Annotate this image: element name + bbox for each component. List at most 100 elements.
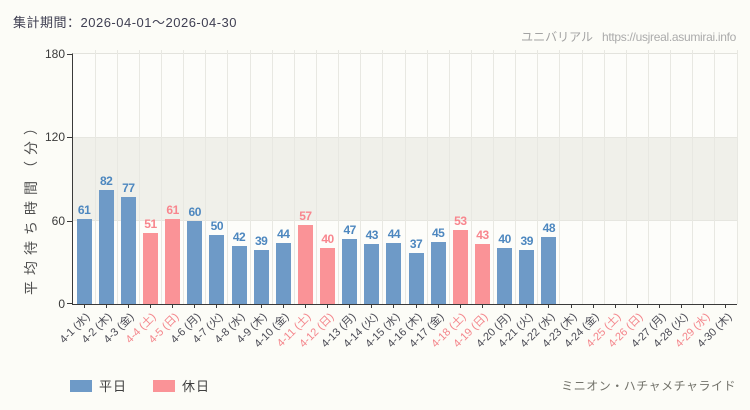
bar-4-22[interactable] (541, 237, 557, 304)
bar-value-label: 48 (542, 221, 556, 236)
aggregation-period-label: 集計期間：2026-04-01～2026-04-30 (13, 15, 237, 30)
bar-value-label: 60 (188, 204, 202, 219)
bar-4-20[interactable] (497, 248, 513, 304)
legend-label-holiday: 休日 (182, 379, 211, 394)
gridline (537, 50, 539, 304)
plot-area: 0 60 120 180 4-1 (水) 4-2 (木) 4-3 (金) 4-4 (土) 4-5… (45, 47, 738, 350)
bar-value-label: 50 (210, 218, 224, 233)
x-axis-tick (216, 304, 218, 308)
attraction-name: ミニオン・ハチャメチャライド (561, 379, 736, 393)
y-tick-label: 0 (58, 297, 65, 311)
gridline (736, 50, 738, 304)
bar-4-6[interactable] (187, 220, 203, 304)
chart-legend: 平日 休日 (70, 376, 210, 395)
x-axis-tick (504, 304, 506, 308)
x-axis-tick (681, 304, 683, 308)
gridline (183, 50, 185, 304)
bar-4-7[interactable] (209, 234, 225, 304)
x-axis-tick (172, 304, 174, 308)
bar-4-12[interactable] (320, 248, 336, 304)
legend-item-weekday[interactable]: 平日 (70, 376, 127, 395)
x-axis-tick (282, 304, 284, 308)
bar-4-19[interactable] (474, 244, 490, 304)
bar-4-1[interactable] (76, 219, 92, 304)
gridline (338, 50, 340, 304)
x-axis-tick (304, 304, 306, 308)
bar-value-label: 53 (454, 214, 467, 229)
gridline (647, 50, 649, 304)
bar-value-label: 37 (409, 236, 423, 251)
bar-4-2[interactable] (98, 190, 114, 304)
y-axis-tick (67, 54, 73, 55)
bar-4-18[interactable] (452, 230, 468, 304)
x-axis-tick (703, 304, 705, 308)
gridline (205, 50, 207, 304)
bar-4-10[interactable] (275, 242, 291, 304)
bar-4-5[interactable] (165, 219, 181, 304)
bar-value-label: 47 (343, 222, 356, 237)
site-url-link[interactable]: https://usjreal.asumirai.info (601, 30, 736, 44)
holiday-color-swatch (153, 379, 176, 392)
bar-value-label: 40 (321, 232, 334, 247)
bar-value-label: 44 (277, 226, 290, 241)
bar-value-label: 39 (520, 233, 534, 248)
gridline (692, 50, 694, 304)
x-axis-tick (260, 304, 262, 308)
gridline (515, 50, 517, 304)
gridline (404, 50, 406, 304)
bar-value-label: 40 (498, 232, 511, 247)
gridline (426, 50, 428, 304)
bar-value-label: 45 (432, 225, 445, 240)
x-axis-tick (570, 304, 572, 308)
gridline (94, 50, 96, 304)
bar-value-label: 61 (77, 203, 91, 218)
bar-value-label: 44 (387, 226, 401, 241)
y-tick-label: 60 (51, 213, 65, 228)
x-axis-tick (238, 304, 240, 308)
x-axis-tick (459, 304, 461, 308)
site-attribution: ユニバリアル https://usjreal.asumirai.info (521, 28, 736, 45)
bar-4-15[interactable] (386, 242, 402, 304)
x-axis-tick (725, 304, 727, 308)
x-axis-tick (437, 304, 439, 308)
gridline (249, 50, 251, 304)
bar-4-13[interactable] (342, 238, 358, 304)
x-axis-tick (327, 304, 329, 308)
gridline (559, 50, 561, 304)
bar-value-label: 43 (365, 228, 379, 243)
x-axis-tick (415, 304, 417, 308)
gridline (293, 50, 295, 304)
gridline (625, 50, 627, 304)
x-axis-tick (149, 304, 151, 308)
bar-4-4[interactable] (142, 233, 158, 304)
x-axis-tick (592, 304, 594, 308)
bar-4-21[interactable] (519, 249, 535, 304)
gridline (138, 50, 140, 304)
x-axis-tick (526, 304, 528, 308)
bar-4-17[interactable] (430, 241, 446, 304)
bar-4-3[interactable] (120, 197, 136, 304)
bar-4-8[interactable] (231, 245, 247, 304)
y-axis-tick (67, 220, 73, 222)
bar-4-9[interactable] (253, 249, 269, 304)
x-axis-tick (83, 304, 85, 308)
x-axis-tick (371, 304, 373, 308)
bar-4-11[interactable] (297, 224, 313, 304)
bar-4-14[interactable] (364, 244, 380, 304)
gridline (271, 50, 273, 304)
gridline (493, 50, 495, 304)
bar-4-16[interactable] (408, 252, 424, 304)
bar-value-label: 39 (254, 233, 268, 248)
x-axis-tick (481, 304, 483, 308)
legend-item-holiday[interactable]: 休日 (153, 376, 210, 395)
x-axis-tick (636, 304, 638, 308)
bar-value-label: 61 (166, 203, 179, 218)
x-axis-tick (659, 304, 661, 308)
bar-value-label: 51 (144, 217, 157, 232)
x-axis-tick (393, 304, 395, 308)
bar-value-label: 57 (299, 208, 312, 223)
gridline (315, 50, 317, 304)
x-axis-tick (194, 304, 196, 308)
bar-value-label: 42 (232, 229, 246, 244)
